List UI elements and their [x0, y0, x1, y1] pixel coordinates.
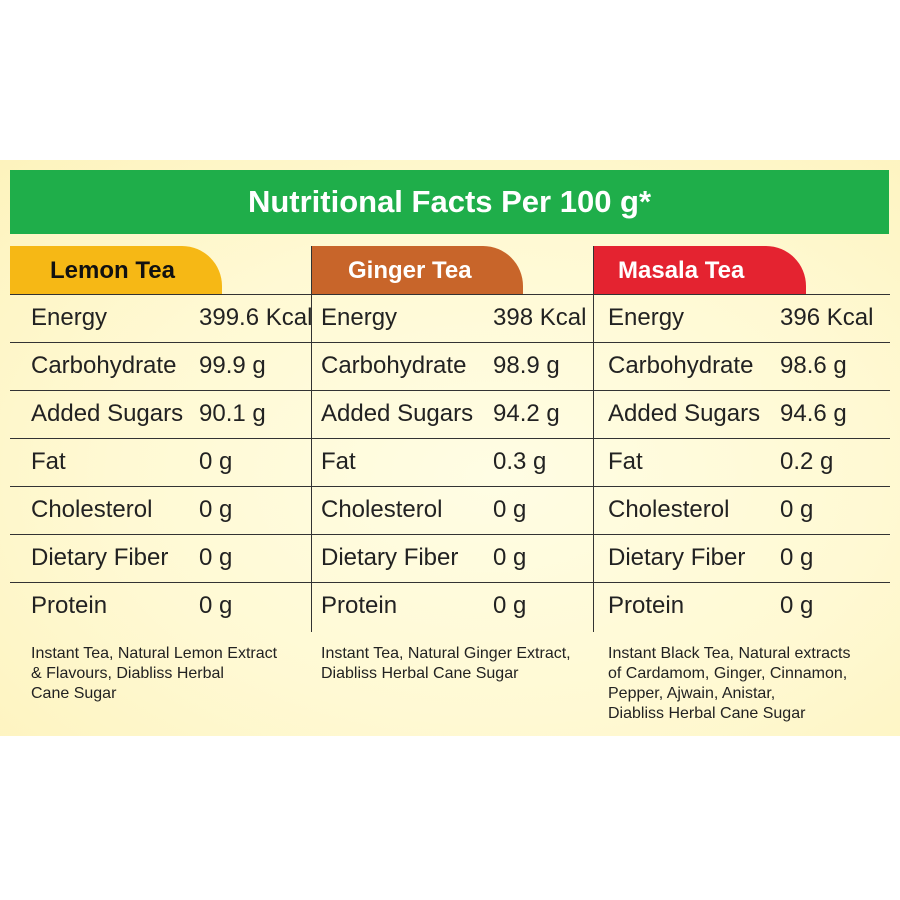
nutrient-row: Energy 396 Kcal	[594, 295, 890, 343]
ingredients-line: Diabliss Herbal Cane Sugar	[608, 705, 806, 722]
nutrient-row: Cholesterol 0 g	[312, 487, 594, 535]
ingredients-line: & Flavours, Diabliss Herbal	[31, 665, 224, 682]
nutrient-row: Fat 0 g	[10, 439, 312, 487]
nutrient-value: 0 g	[199, 448, 233, 475]
nutrient-label: Cholesterol	[31, 496, 153, 523]
nutrient-label: Fat	[321, 448, 356, 475]
nutrient-label: Added Sugars	[31, 400, 184, 427]
column-separator	[593, 246, 594, 632]
nutrient-row: Protein 0 g	[10, 583, 312, 630]
column-lemon-tea: Lemon Tea Energy 399.6 Kcal Carbohydrate 9…	[10, 246, 312, 632]
nutrient-value: 396 Kcal	[780, 304, 874, 331]
column-separator	[311, 246, 312, 632]
column-ginger-tea: Ginger Tea Energy 398 Kcal Carbohydrate 98…	[312, 246, 594, 632]
nutrient-label: Carbohydrate	[321, 352, 467, 379]
tab-ginger-tea: Ginger Tea	[312, 246, 523, 294]
nutrient-label: Carbohydrate	[31, 352, 177, 379]
nutrient-row: Carbohydrate 98.9 g	[312, 343, 594, 391]
nutrient-value: 0 g	[199, 544, 233, 571]
ingredients-line: Instant Tea, Natural Ginger Extract,	[321, 645, 571, 662]
nutrient-label: Dietary Fiber	[321, 544, 459, 571]
nutrient-label: Energy	[321, 304, 398, 331]
column-divider	[594, 294, 890, 295]
ingredients-lemon-tea: Instant Tea, Natural Lemon Extract & Fla…	[31, 644, 303, 704]
nutrient-row: Added Sugars 90.1 g	[10, 391, 312, 439]
ingredients-line: Cane Sugar	[31, 685, 117, 702]
ingredients-masala-tea: Instant Black Tea, Natural extracts of C…	[608, 644, 892, 724]
nutrient-label: Dietary Fiber	[31, 544, 169, 571]
nutrient-value: 0.3 g	[493, 448, 547, 475]
nutrient-label: Protein	[608, 592, 685, 619]
nutrient-label: Cholesterol	[321, 496, 443, 523]
nutrient-list: Energy 396 Kcal Carbohydrate 98.6 g Added …	[594, 295, 890, 630]
nutrient-value: 98.6 g	[780, 352, 847, 379]
ingredients-line: Instant Black Tea, Natural extracts	[608, 645, 851, 662]
nutrient-value: 0 g	[780, 544, 814, 571]
nutrient-row: Cholesterol 0 g	[594, 487, 890, 535]
nutrient-row: Added Sugars 94.6 g	[594, 391, 890, 439]
nutrient-label: Added Sugars	[321, 400, 474, 427]
nutrient-row: Protein 0 g	[594, 583, 890, 630]
nutrient-list: Energy 399.6 Kcal Carbohydrate 99.9 g Adde…	[10, 295, 312, 630]
nutrient-label: Fat	[608, 448, 643, 475]
tab-lemon-tea: Lemon Tea	[10, 246, 222, 294]
nutrient-value: 0 g	[780, 592, 814, 619]
nutrient-row: Energy 399.6 Kcal	[10, 295, 312, 343]
nutrient-value: 90.1 g	[199, 400, 266, 427]
nutrient-value: 0.2 g	[780, 448, 834, 475]
title-banner: Nutritional Facts Per 100 g*	[10, 170, 889, 234]
nutrient-row: Added Sugars 94.2 g	[312, 391, 594, 439]
nutrient-label: Protein	[31, 592, 108, 619]
nutrient-value: 0 g	[199, 592, 233, 619]
nutrient-row: Carbohydrate 99.9 g	[10, 343, 312, 391]
nutrient-value: 399.6 Kcal	[199, 304, 313, 331]
column-divider	[10, 294, 312, 295]
nutrient-label: Carbohydrate	[608, 352, 754, 379]
column-masala-tea: Masala Tea Energy 396 Kcal Carbohydrate 98…	[594, 246, 890, 632]
nutrient-label: Protein	[321, 592, 398, 619]
tab-masala-tea: Masala Tea	[594, 246, 806, 294]
nutrient-value: 94.2 g	[493, 400, 560, 427]
nutrient-row: Energy 398 Kcal	[312, 295, 594, 343]
page-title: Nutritional Facts Per 100 g*	[247, 184, 652, 219]
nutrient-label: Dietary Fiber	[608, 544, 746, 571]
ingredients-line: Instant Tea, Natural Lemon Extract	[31, 645, 278, 662]
ingredients-line: Diabliss Herbal Cane Sugar	[321, 665, 519, 682]
nutrient-value: 94.6 g	[780, 400, 847, 427]
ingredients-ginger-tea: Instant Tea, Natural Ginger Extract, Dia…	[321, 644, 589, 684]
nutrient-value: 398 Kcal	[493, 304, 587, 331]
nutrient-row: Fat 0.3 g	[312, 439, 594, 487]
nutrient-row: Cholesterol 0 g	[10, 487, 312, 535]
nutrient-value: 0 g	[493, 496, 527, 523]
ingredients-line: Pepper, Ajwain, Anistar,	[608, 685, 776, 702]
nutrient-label: Energy	[31, 304, 108, 331]
column-divider	[312, 294, 594, 295]
nutrient-row: Fat 0.2 g	[594, 439, 890, 487]
nutrient-row: Dietary Fiber 0 g	[10, 535, 312, 583]
ingredients-line: of Cardamom, Ginger, Cinnamon,	[608, 665, 848, 682]
nutrient-value: 0 g	[780, 496, 814, 523]
nutrient-label: Added Sugars	[608, 400, 761, 427]
nutrient-label: Cholesterol	[608, 496, 730, 523]
nutrient-row: Protein 0 g	[312, 583, 594, 630]
nutrient-label: Fat	[31, 448, 66, 475]
nutrient-value: 0 g	[199, 496, 233, 523]
nutrient-row: Carbohydrate 98.6 g	[594, 343, 890, 391]
nutrient-row: Dietary Fiber 0 g	[312, 535, 594, 583]
nutrient-value: 99.9 g	[199, 352, 266, 379]
nutrient-row: Dietary Fiber 0 g	[594, 535, 890, 583]
nutrient-label: Energy	[608, 304, 685, 331]
nutrient-value: 0 g	[493, 592, 527, 619]
nutrient-value: 98.9 g	[493, 352, 560, 379]
nutrient-list: Energy 398 Kcal Carbohydrate 98.9 g Added …	[312, 295, 594, 630]
nutrient-value: 0 g	[493, 544, 527, 571]
